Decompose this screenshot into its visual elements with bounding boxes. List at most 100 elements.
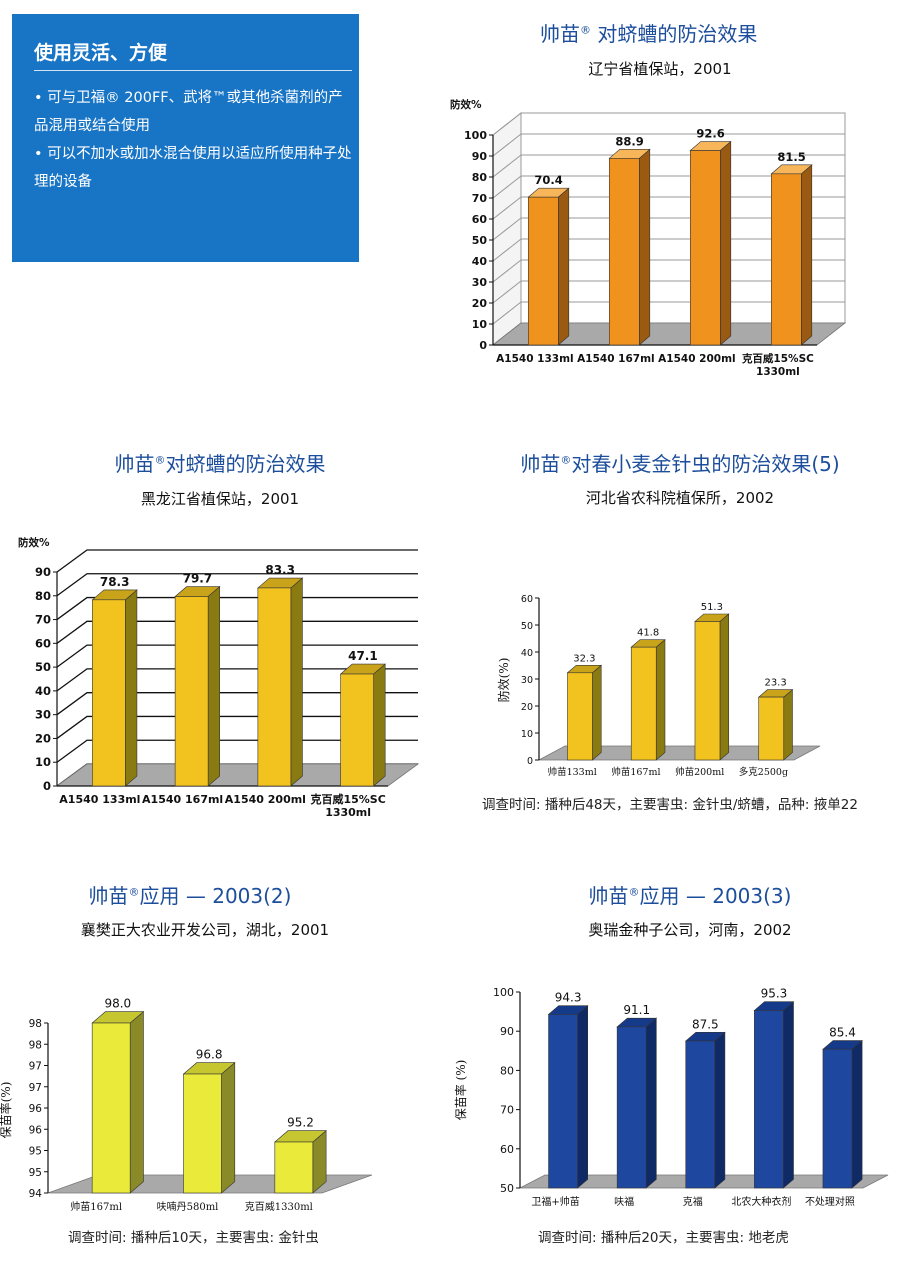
x-category-label: 呋福 (614, 1195, 634, 1208)
y-tick-label: 30 (35, 708, 51, 722)
bar (758, 696, 785, 761)
data-label: 32.3 (573, 653, 595, 664)
x-category-label: 北农大种衣剂 (731, 1195, 791, 1208)
bar (608, 158, 640, 346)
y-tick-label: 90 (35, 565, 51, 579)
y-tick-label: 98 (29, 1039, 42, 1051)
bar (689, 150, 721, 346)
y-tick-label: 60 (521, 594, 533, 605)
data-label: 23.3 (764, 678, 786, 689)
y-tick-label: 30 (521, 675, 533, 686)
y-tick-label: 94 (29, 1188, 43, 1200)
gridline (56, 644, 418, 668)
x-category-label: 呋喃丹580ml (157, 1200, 219, 1213)
data-label: 51.3 (701, 602, 723, 613)
bar (694, 621, 721, 761)
x-category-label: A1540 133ml (59, 793, 140, 806)
y-tick-label: 40 (521, 648, 533, 659)
bar (174, 596, 209, 787)
y-tick-label: 40 (35, 684, 51, 698)
y-tick-label: 30 (472, 276, 488, 289)
gridline (56, 596, 418, 621)
bar (754, 1010, 784, 1189)
y-tick-label: 98 (29, 1018, 42, 1030)
bar-side (714, 1031, 726, 1189)
y-tick-label: 80 (500, 1064, 514, 1077)
x-category-label: 克百威1330ml (245, 1200, 313, 1213)
gridline (492, 238, 845, 262)
y-tick-label: 80 (472, 171, 488, 184)
bar (567, 672, 593, 761)
chart-title: 帅苗®应用 — 2003(2) (88, 884, 292, 908)
y-tick-label: 95 (29, 1146, 42, 1158)
y-tick-label: 50 (500, 1182, 514, 1195)
gridline (492, 175, 845, 199)
y-tick-label: 70 (472, 192, 488, 205)
bar (91, 1022, 131, 1194)
chart-note: 调查时间: 播种后20天，主要害虫: 地老虎 (538, 1230, 789, 1246)
x-category-label: 帅苗133ml (548, 766, 597, 778)
y-tick-label: 10 (521, 729, 533, 740)
y-tick-label: 60 (500, 1143, 514, 1156)
y-tick-label: 50 (35, 660, 51, 674)
data-label: 79.7 (183, 572, 213, 586)
y-tick-label: 60 (472, 213, 488, 226)
chart-subtitle: 襄樊正大农业开发公司，湖北，2001 (80, 921, 330, 939)
x-category-label: 克百威15%SC (742, 352, 814, 365)
data-label: 91.1 (623, 1003, 650, 1017)
y-tick-label: 96 (29, 1103, 43, 1115)
y-axis-label: 防效(%) (496, 658, 511, 703)
data-label: 70.4 (534, 173, 562, 187)
y-tick-label: 100 (493, 986, 514, 999)
bar (685, 1040, 716, 1189)
chart-subtitle: 黑龙江省植保站，2001 (140, 490, 300, 508)
gridline (492, 217, 845, 241)
bar (92, 599, 126, 787)
y-tick-label: 100 (464, 129, 487, 142)
chart-title: 帅苗®应用 — 2003(3) (588, 884, 792, 908)
chart-note: 调查时间: 播种后10天，主要害虫: 金针虫 (68, 1230, 319, 1246)
chart-subtitle: 奥瑞金种子公司，河南，2002 (588, 921, 792, 939)
bar (340, 673, 374, 787)
y-tick-label: 20 (472, 297, 488, 310)
y-tick-label: 90 (500, 1025, 514, 1038)
x-category-label: 1330ml (756, 366, 800, 378)
x-category-label: 多克2500g (739, 766, 788, 778)
data-label: 96.8 (196, 1048, 223, 1062)
chart-title: 帅苗®对春小麦金针虫的防治效果(5) (520, 452, 840, 476)
x-category-label: 帅苗167ml (70, 1200, 122, 1213)
y-tick-label: 20 (521, 702, 533, 713)
gridline (56, 668, 418, 692)
x-category-label: 不处理对照 (805, 1195, 855, 1208)
bar (183, 1073, 222, 1194)
x-category-label: A1540 167ml (142, 793, 223, 806)
y-axis-label: 防效% (450, 98, 482, 111)
gridline (492, 112, 845, 136)
y-tick-label: 70 (35, 613, 51, 627)
y-tick-label: 70 (500, 1104, 514, 1117)
y-tick-label: 40 (472, 255, 488, 268)
y-tick-label: 90 (472, 150, 488, 163)
x-category-label: 帅苗167ml (611, 766, 660, 778)
data-label: 47.1 (348, 649, 378, 663)
bar-side (645, 1017, 657, 1189)
bar-side (851, 1039, 863, 1189)
data-label: 92.6 (696, 127, 724, 141)
y-axis-label: 保苗率 (%) (453, 1060, 468, 1121)
data-label: 81.5 (777, 150, 805, 164)
gridline (492, 280, 845, 304)
x-category-label: 卫福+帅苗 (531, 1195, 579, 1208)
gridline (492, 301, 845, 325)
data-label: 98.0 (104, 997, 131, 1011)
bar (770, 173, 802, 346)
chart-note: 调查时间: 播种后48天，主要害虫: 金针虫/蛴螬，品种: 掖单22 (482, 797, 858, 813)
y-tick-label: 50 (521, 621, 533, 632)
info-box-title: 使用灵活、方便 (34, 42, 168, 64)
gridline (492, 133, 845, 157)
info-box: 使用灵活、方便 • 可与卫福® 200FF、武将™或其他杀菌剂的产品混用或结合使… (12, 14, 359, 262)
y-tick-label: 80 (35, 589, 51, 603)
